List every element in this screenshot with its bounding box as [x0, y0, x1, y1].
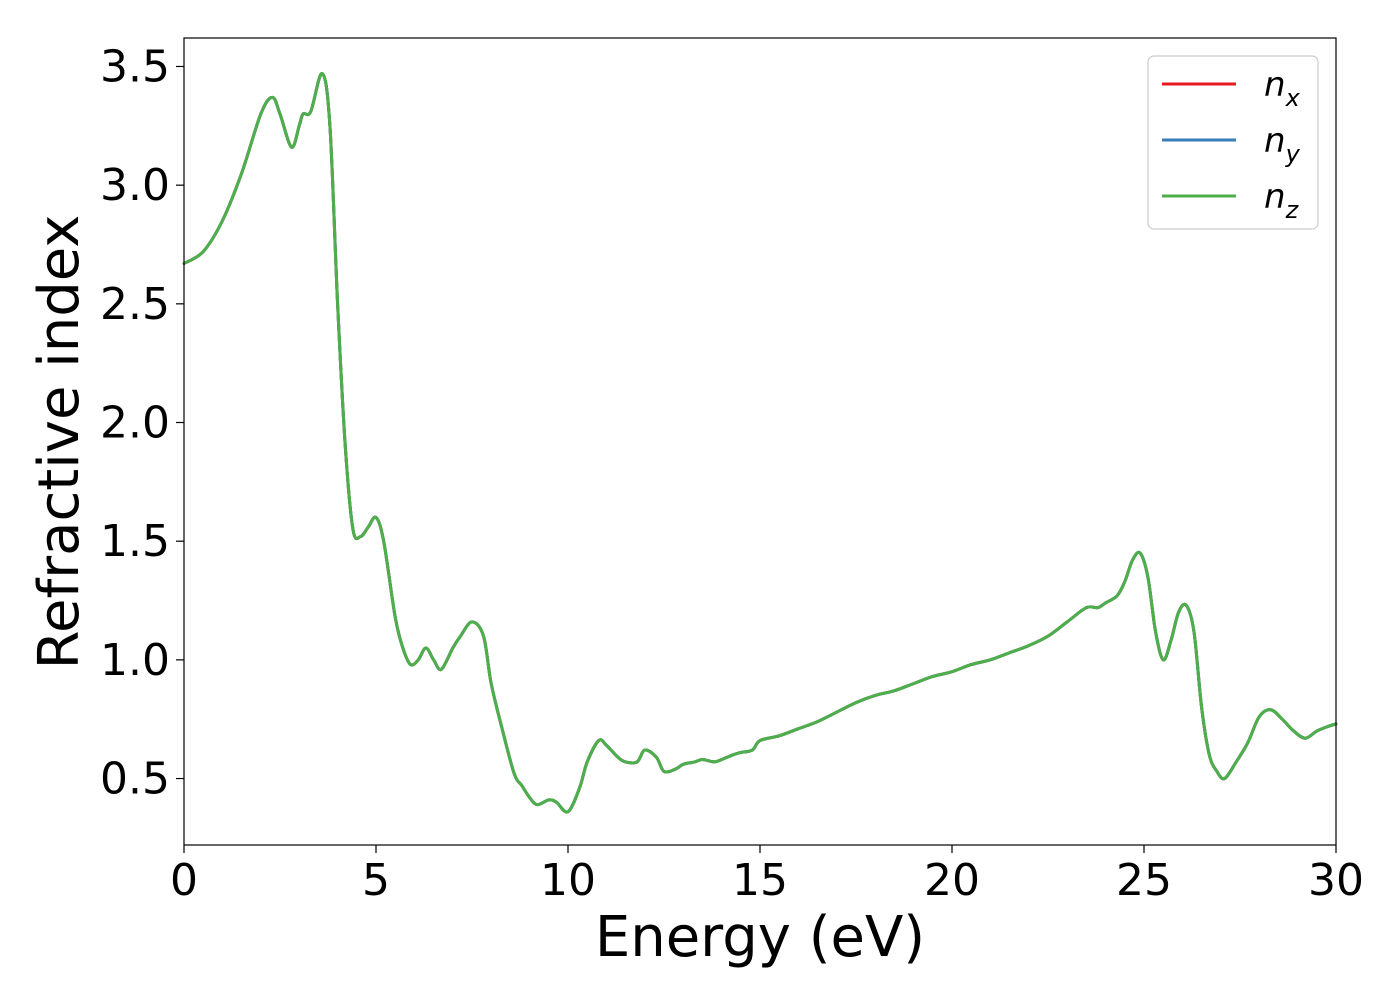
x-axis-title: Energy (eV): [595, 905, 925, 970]
legend-label-y: ny: [1264, 121, 1301, 168]
series-line-n-z: [182, 72, 1338, 814]
legend-label-x: nx: [1264, 65, 1301, 112]
legend-label-base: n: [1264, 121, 1286, 161]
legend-label-subscript: x: [1285, 84, 1301, 112]
x-axis-ticks: 0 5 10 15 20 25 30: [170, 845, 1364, 906]
x-tick-label: 5: [362, 855, 390, 906]
x-tick-label: 30: [1308, 855, 1364, 906]
legend-label-subscript: z: [1285, 196, 1300, 224]
x-tick-label: 0: [170, 855, 198, 906]
y-tick-label: 1.5: [100, 516, 170, 567]
y-axis-title: Refractive index: [27, 215, 92, 670]
x-tick-label: 25: [1116, 855, 1172, 906]
plot-area: [182, 37, 1338, 846]
x-tick-label: 15: [732, 855, 788, 906]
series-group: [182, 72, 1338, 814]
y-axis-ticks: 0.5 1.0 1.5 2.0 2.5 3.0 3.5: [100, 41, 184, 805]
y-tick-label: 1.0: [100, 635, 170, 686]
legend-box: [1147, 55, 1319, 230]
y-tick-label: 3.0: [100, 160, 170, 211]
legend-label-base: n: [1264, 65, 1286, 105]
y-tick-label: 2.5: [100, 279, 170, 330]
legend-label-base: n: [1264, 177, 1286, 217]
y-tick-label: 3.5: [100, 41, 170, 92]
legend-label-z: nz: [1264, 177, 1300, 224]
legend-label-subscript: y: [1285, 140, 1301, 168]
y-tick-label: 2.0: [100, 398, 170, 449]
x-tick-label: 10: [540, 855, 596, 906]
y-tick-label: 0.5: [100, 754, 170, 805]
x-tick-label: 20: [924, 855, 980, 906]
